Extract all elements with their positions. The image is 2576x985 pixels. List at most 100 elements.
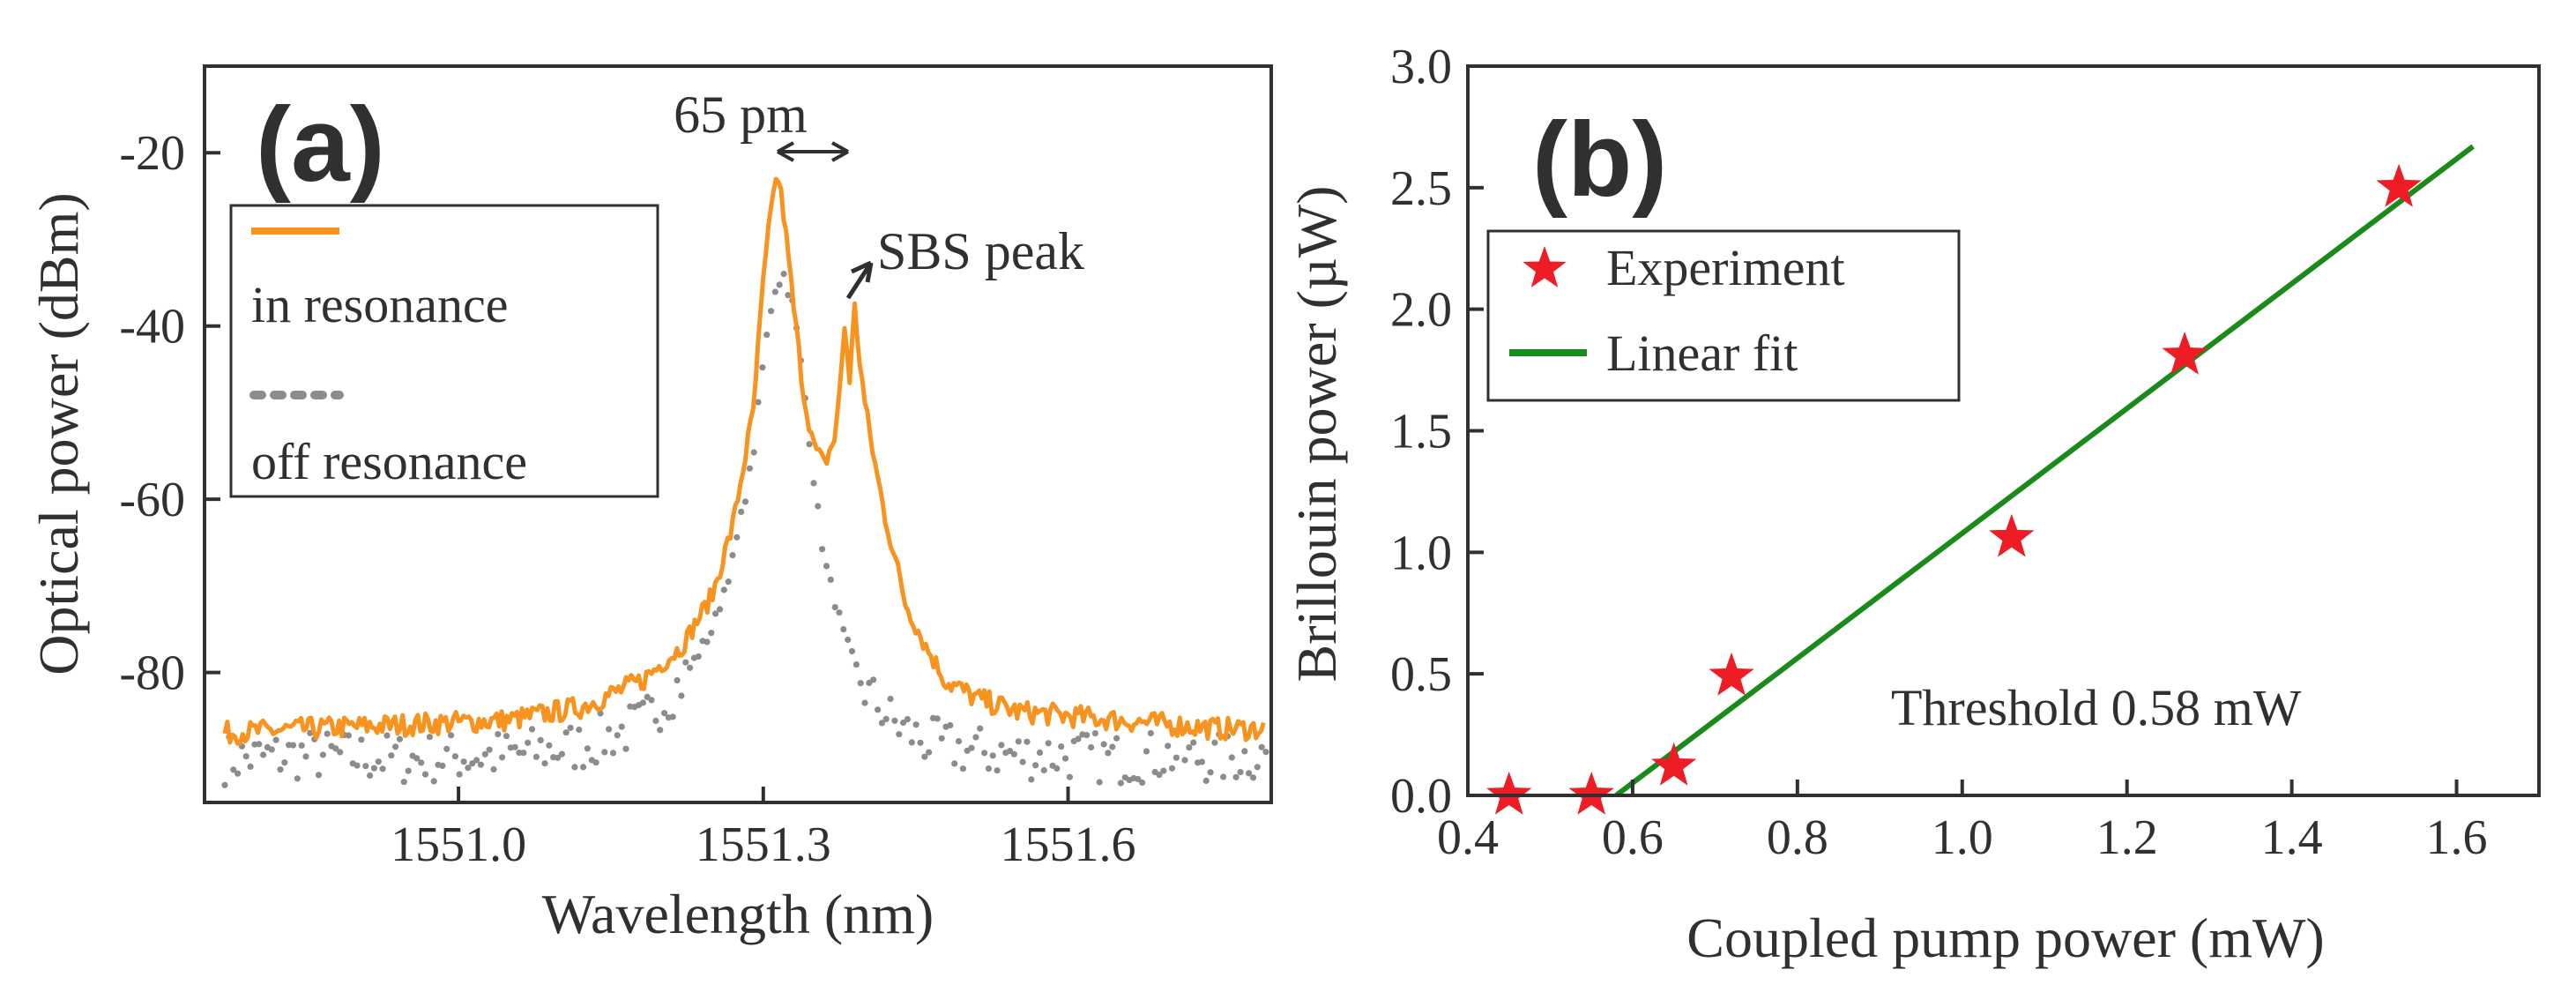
panel-a-off-resonance-point [606, 726, 613, 733]
panel-b-legend: Experiment Linear fit [1486, 229, 1961, 402]
panel-a-off-resonance-point [968, 744, 975, 751]
panel-b-experiment-point [1568, 772, 1614, 815]
panel-a-off-resonance-point [396, 735, 404, 742]
panel-a-off-resonance-point [1220, 773, 1227, 780]
panel-a-off-resonance-point [294, 775, 301, 782]
panel-a-off-resonance-point [934, 715, 941, 722]
panel-b-annotation-threshold: Threshold 0.58 mW [1891, 679, 2302, 736]
panel-a-off-resonance-point [1168, 765, 1176, 772]
panel-a-off-resonance-point [1113, 735, 1120, 742]
panel-a-off-resonance-point [503, 733, 510, 740]
panel-a-off-resonance-point [917, 739, 924, 746]
panel-a-off-resonance-point [580, 764, 587, 771]
panel-b-y-tick-label: 0.0 [1390, 769, 1452, 824]
panel-a-off-resonance-point [324, 730, 331, 737]
panel-a-x-tick-label: 1551.0 [391, 817, 526, 872]
panel-a-off-resonance-point [345, 732, 352, 739]
panel-a-off-resonance-point [499, 754, 506, 761]
panel-a-off-resonance-point [678, 692, 685, 699]
panel-a-axis-ticks: 1551.0 1551.3 1551.6 -20 -40 -60 -80 [119, 126, 1135, 872]
panel-a-off-resonance-point [1019, 758, 1026, 765]
panel-a-off-resonance-point [1139, 779, 1146, 787]
panel-b-x-tick-label: 0.4 [1437, 810, 1499, 865]
panel-b-x-axis-label: Coupled pump power (mW) [1686, 907, 2324, 969]
panel-a-off-resonance-point [1165, 742, 1172, 750]
panel-b-legend-label-experiment: Experiment [1606, 239, 1845, 296]
panel-a-optical-spectrum: 1551.0 1551.3 1551.6 -20 -40 -60 -80 (a) 65 pm… [27, 64, 1273, 945]
panel-a-off-resonance-point [840, 626, 847, 633]
panel-a-off-resonance-point [388, 752, 395, 759]
panel-a-off-resonance-point [1088, 743, 1095, 751]
panel-a-off-resonance-point [695, 653, 702, 660]
panel-a-off-resonance-point [465, 765, 472, 772]
panel-a-off-resonance-point [235, 770, 242, 777]
panel-a-off-resonance-point [614, 732, 621, 739]
panel-b-plot-area [1486, 144, 2475, 815]
panel-a-off-resonance-point [768, 308, 775, 315]
panel-a-off-resonance-point [302, 753, 309, 760]
panel-a-off-resonance-point [776, 281, 783, 288]
panel-a-off-resonance-point [298, 742, 305, 750]
panel-a-off-resonance-point [921, 753, 928, 760]
panel-a-off-resonance-point [815, 503, 822, 510]
panel-a-off-resonance-point [1258, 743, 1265, 750]
panel-a-off-resonance-point [451, 753, 459, 760]
panel-a-sbs-arrow-icon [845, 260, 874, 300]
panel-a-off-resonance-point [704, 638, 711, 645]
panel-a-off-resonance-point [870, 676, 877, 683]
panel-a-off-resonance-point [609, 750, 617, 757]
panel-a-off-resonance-point [1117, 780, 1124, 787]
panel-a-off-resonance-point [857, 680, 864, 687]
panel-a-off-resonance-point [926, 749, 933, 756]
panel-b-experiment-point [1989, 513, 2035, 557]
panel-b-y-tick-label: 2.0 [1390, 283, 1452, 338]
panel-a-off-resonance-point [221, 781, 228, 788]
panel-a-off-resonance-point [1036, 749, 1044, 757]
panel-a-x-tick-label: 1551.3 [696, 817, 831, 872]
panel-a-off-resonance-point [272, 736, 279, 743]
panel-a-off-resonance-point [806, 441, 813, 448]
panel-a-off-resonance-point [763, 332, 771, 339]
panel-a-off-resonance-point [674, 676, 681, 684]
panel-a-off-resonance-point [810, 480, 817, 487]
panel-a-y-tick-label: -40 [119, 300, 185, 354]
panel-a-off-resonance-point [477, 761, 485, 768]
panel-a-y-tick-label: -80 [119, 646, 185, 701]
panel-a-off-resonance-point [426, 734, 433, 741]
panel-b-x-tick-label: 1.0 [1932, 810, 1993, 865]
panel-a-off-resonance-point [413, 755, 421, 762]
panel-a-off-resonance-point [733, 534, 741, 541]
panel-a-off-resonance-point [1173, 754, 1180, 761]
panel-a-off-resonance-point [490, 765, 497, 773]
panel-a-off-resonance-point [848, 647, 856, 655]
panel-a-off-resonance-point [242, 753, 249, 760]
panel-a-off-resonance-point [520, 750, 527, 757]
panel-a-off-resonance-point [1160, 767, 1167, 774]
panel-a-off-resonance-point [947, 721, 954, 729]
panel-a-off-resonance-point [495, 731, 502, 738]
panel-a-off-resonance-point [418, 759, 425, 766]
panel-a-off-resonance-point [362, 763, 369, 770]
panel-a-off-resonance-point [750, 449, 757, 456]
panel-a-off-resonance-point [375, 758, 382, 765]
panel-b-y-tick-label: 3.0 [1390, 40, 1452, 94]
panel-a-annotation-linewidth: 65 pm [674, 86, 808, 144]
panel-a-off-resonance-point [601, 749, 608, 756]
panel-a-off-resonance-point [1202, 777, 1210, 785]
panel-a-off-resonance-point [1254, 764, 1261, 771]
panel-a-off-resonance-point [819, 546, 826, 553]
panel-a-off-resonance-point [358, 736, 365, 743]
panel-a-off-resonance-point [1083, 732, 1091, 739]
panel-a-off-resonance-point [1232, 773, 1240, 780]
panel-b-x-tick-label: 1.6 [2426, 810, 2488, 865]
panel-a-off-resonance-point [955, 738, 963, 745]
panel-a-off-resonance-point [525, 739, 532, 746]
panel-a-off-resonance-point [959, 765, 966, 772]
panel-a-off-resonance-point [456, 771, 463, 778]
panel-a-off-resonance-point [1156, 772, 1163, 779]
panel-a-off-resonance-point [337, 749, 344, 756]
panel-a-off-resonance-point [486, 746, 493, 753]
panel-a-off-resonance-point [639, 699, 647, 706]
panel-a-off-resonance-point [541, 760, 548, 767]
